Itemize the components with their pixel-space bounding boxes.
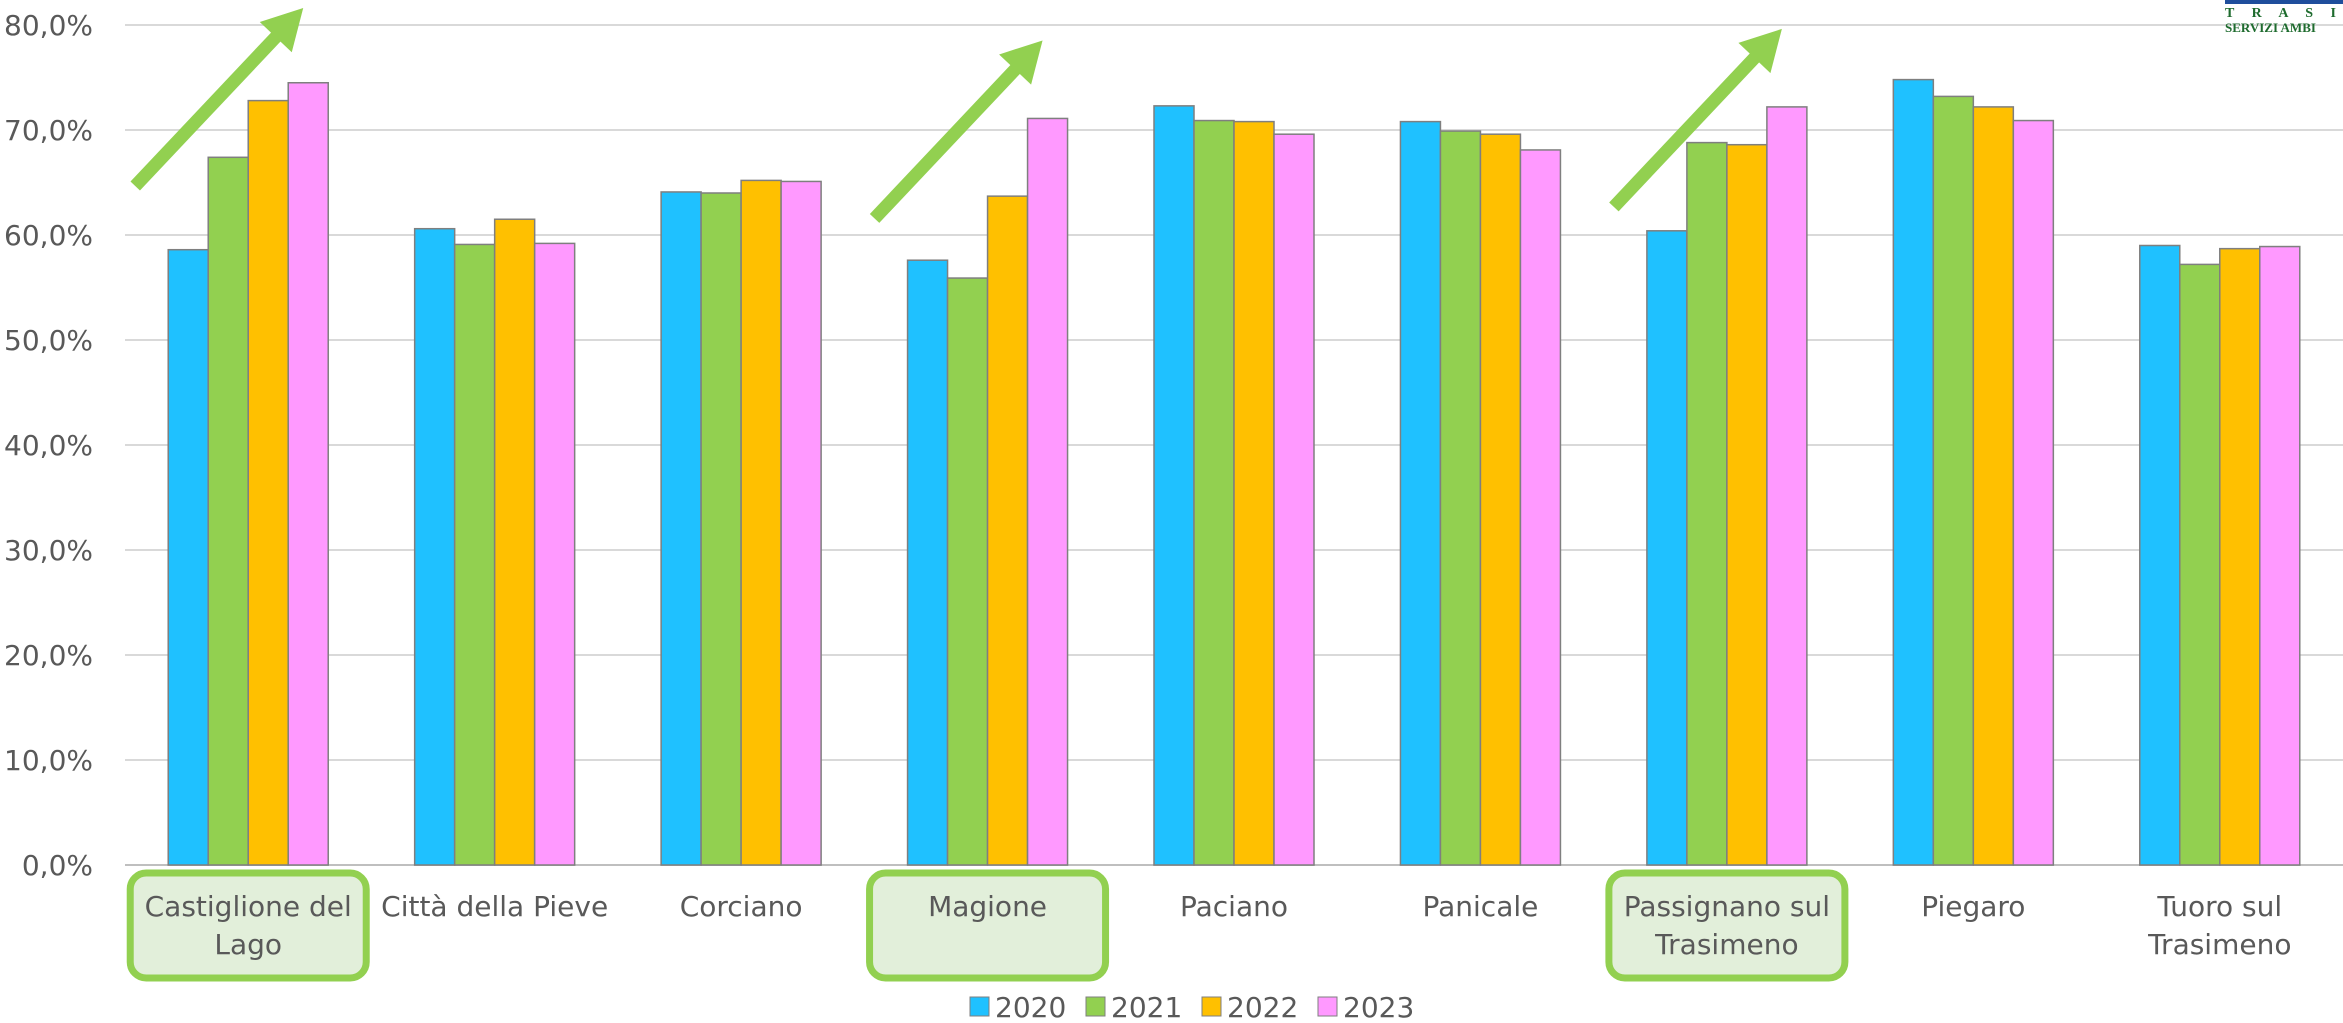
category-label: Tuoro sul (2156, 890, 2282, 923)
legend-label-2023: 2023 (1343, 991, 1414, 1023)
bar-2020 (660, 191, 702, 866)
bar-2023 (2259, 245, 2301, 866)
bar-2021 (1686, 141, 1728, 866)
bar-2023 (1273, 133, 1315, 866)
legend-swatch-2022 (1201, 996, 1222, 1017)
trend-arrow-head (259, 8, 304, 53)
trend-arrow-shaft (869, 62, 1023, 223)
x-axis-category-labels: Castiglione del Lago Città della Pieve Corc… (145, 890, 2292, 961)
bar-2021 (946, 277, 989, 866)
logo-line-1: T R A S I M (2225, 6, 2343, 21)
bar-2021 (1932, 95, 1975, 866)
legend-swatch-2023 (1317, 996, 1338, 1017)
bar-2022 (493, 218, 536, 866)
bar-2020 (167, 248, 209, 866)
category-label: Trasimeno (2147, 928, 2291, 961)
legend-label-2022: 2022 (1227, 991, 1298, 1023)
legend-swatch-2021 (1085, 996, 1106, 1017)
trend-arrows (130, 8, 1782, 223)
y-tick-label: 30,0% (4, 534, 93, 567)
bar-2023 (2012, 119, 2055, 866)
category-label: Passignano sul (1624, 890, 1830, 923)
company-logo: T R A S I M SERVIZI AMBI (2225, 0, 2343, 40)
bar-2021 (1439, 130, 1482, 866)
category-label: Paciano (1180, 890, 1288, 923)
y-tick-label: 40,0% (4, 429, 93, 462)
y-tick-label: 80,0% (4, 9, 93, 42)
category-label: Castiglione del (145, 890, 352, 923)
bar-2023 (1766, 106, 1808, 866)
bar-2023 (533, 242, 576, 866)
y-tick-label: 20,0% (4, 639, 93, 672)
category-label: Città della Pieve (381, 890, 608, 923)
bar-2020 (2139, 244, 2181, 866)
bar-2023 (287, 82, 329, 866)
bar-2021 (700, 192, 742, 866)
category-label: Panicale (1423, 890, 1539, 923)
bar-2021 (2179, 263, 2221, 866)
logo-bar (2225, 0, 2343, 4)
category-highlight-box (126, 869, 370, 982)
category-label: Corciano (680, 890, 803, 923)
trend-arrow-head (999, 40, 1043, 85)
legend-label-2020: 2020 (995, 991, 1066, 1023)
y-tick-label: 60,0% (4, 219, 93, 252)
bar-2022 (986, 195, 1029, 866)
bar-2022 (740, 179, 782, 866)
y-tick-label: 50,0% (4, 324, 93, 357)
bar-2022 (1726, 143, 1768, 866)
trend-arrow (869, 40, 1043, 223)
bar-2022 (1233, 120, 1275, 866)
legend-swatch-2020 (969, 996, 990, 1017)
bar-2022 (1479, 133, 1522, 866)
bar-2020 (1153, 105, 1195, 866)
bar-2020 (1892, 78, 1935, 866)
trend-arrow (1609, 28, 1782, 212)
bar-2020 (1646, 230, 1688, 866)
y-tick-label: 0,0% (22, 849, 93, 882)
legend-label-2021: 2021 (1111, 991, 1182, 1023)
bar-2021 (1193, 119, 1235, 866)
logo-line-2: SERVIZI AMBI (2225, 20, 2316, 35)
bar-2021 (453, 243, 496, 866)
bar-2022 (1972, 106, 2015, 866)
bar-2023 (1026, 117, 1069, 866)
bar-2020 (906, 259, 949, 866)
category-highlight-box (866, 869, 1110, 982)
bar-2023 (780, 180, 822, 866)
category-label: Magione (928, 890, 1047, 923)
trend-arrow (130, 8, 304, 191)
y-axis-tick-labels: 0,0% 10,0% 20,0% 30,0% 40,0% 50,0% 60,0% 70,0% 8… (4, 9, 93, 882)
category-label: Trasimeno (1654, 928, 1798, 961)
bar-2021 (207, 156, 249, 866)
y-tick-label: 70,0% (4, 114, 93, 147)
bar-2020 (1399, 120, 1442, 866)
bar-2022 (247, 99, 289, 866)
legend: 2020 2021 2022 2023 (969, 991, 1414, 1023)
bar-2022 (2219, 247, 2261, 866)
category-highlight-boxes (126, 869, 1849, 982)
category-highlight-box (1605, 869, 1849, 982)
bar-2023 (1519, 149, 1562, 866)
trend-arrow-shaft (1609, 50, 1762, 212)
y-tick-label: 10,0% (4, 744, 93, 777)
bar-2020 (413, 227, 456, 866)
trend-arrow-shaft (130, 29, 284, 191)
trend-arrow-head (1738, 28, 1782, 74)
bars (167, 78, 2301, 866)
category-label: Lago (214, 928, 282, 961)
category-label: Piegaro (1921, 890, 2025, 923)
